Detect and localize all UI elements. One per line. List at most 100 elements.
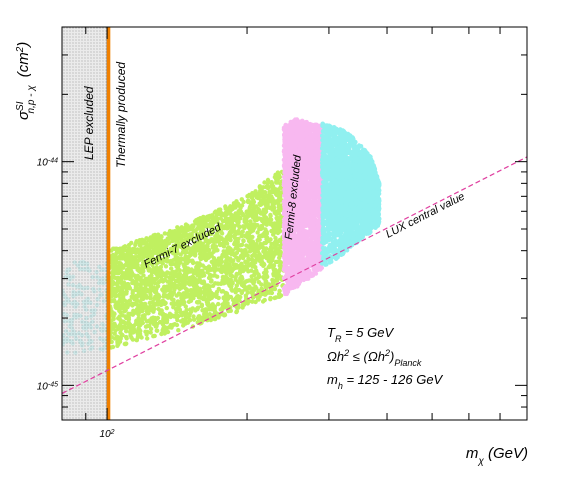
scatter-point [248,229,254,234]
scatter-point [120,285,126,290]
scatter-point [165,314,170,319]
scatter-point [270,184,276,189]
scatter-point [111,298,116,303]
scatter-point [235,201,241,206]
scatter-point [147,300,152,306]
scatter-point [121,251,126,257]
scatter-point [187,227,192,232]
scatter-point [118,261,123,266]
scatter-point [211,307,216,312]
scatter-point [276,291,282,297]
scatter-point [185,259,190,265]
scatter-point [197,314,202,319]
scatter-point [163,293,169,298]
scatter-point [264,246,269,251]
scatter-point [238,253,244,259]
scatter-point [268,297,273,302]
scatter-point [255,230,260,235]
scatter-point [250,299,255,304]
scatter-point [124,316,129,321]
scatter-point [127,298,133,303]
scatter-point [139,335,144,340]
scatter-point [177,275,182,280]
scatter-point [191,314,196,319]
scatter-point [275,239,280,244]
scatter-point [266,265,271,270]
scatter-point [156,241,161,246]
scatter-point [248,194,254,199]
scatter-point [239,242,245,247]
scatter-point [184,310,189,315]
scatter-point [240,212,246,217]
scatter-point [136,316,141,322]
scatter-point [208,279,214,284]
scatter-point [234,255,239,260]
scatter-point [269,180,274,185]
scatter-point [256,297,261,302]
scatter-point [236,287,242,293]
scatter-point [218,212,224,218]
scatter-point [156,306,161,312]
scatter-point [215,274,220,279]
scatter-point [311,267,317,272]
scatter-point [131,311,136,316]
scatter-point [277,228,283,234]
scatter-point [131,330,136,335]
scatter-point [117,269,122,274]
scatter-point [264,255,269,261]
scatter-point [228,278,233,283]
scatter-point [138,269,143,274]
scatter-point [209,290,214,295]
scatter-point [130,259,135,264]
scatter-point [241,283,246,289]
scatter-point [175,225,180,230]
scatter-point [274,276,279,282]
scatter-clouds [62,117,382,355]
scatter-point [109,335,115,340]
scatter-point [260,218,265,224]
scatter-point [133,275,138,280]
scatter-point [263,209,269,214]
scatter-point [146,311,151,316]
scatter-point [232,241,237,247]
scatter-point [174,307,179,312]
scatter-point [150,242,155,248]
scatter-point [172,302,178,307]
scatter-point [164,305,169,311]
scatter-point [111,273,116,278]
scatter-point [245,214,251,219]
scatter-point [253,299,258,305]
scatter-point [126,325,131,330]
scatter-point [163,238,168,244]
scatter-point [267,217,272,222]
scatter-point [278,216,283,221]
scatter-point [268,212,273,218]
scatter-point [170,276,175,281]
scatter-point [227,257,232,263]
scatter-point [164,330,169,335]
scatter-point [254,204,259,209]
scatter-point [198,216,203,221]
scatter-point [203,265,208,270]
scatter-point [131,325,136,331]
scatter-point [261,270,267,276]
scatter-point [163,274,169,279]
scatter-point [220,277,225,283]
scatter-point [232,300,237,305]
scatter-point [111,281,116,287]
scatter-point [202,288,208,293]
scatter-point [142,305,147,310]
scatter-point [227,230,232,235]
scatter-point [120,272,125,278]
scatter-point [141,273,146,278]
scatter-point [129,240,134,246]
scatter-point [183,286,189,291]
scatter-point [179,313,185,318]
scatter-point [126,254,131,260]
scatter-point [129,294,134,299]
scatter-point [175,256,180,261]
scatter-point [124,329,129,334]
scatter-point [123,321,128,326]
scatter-point [140,239,145,244]
scatter-point [161,320,166,326]
